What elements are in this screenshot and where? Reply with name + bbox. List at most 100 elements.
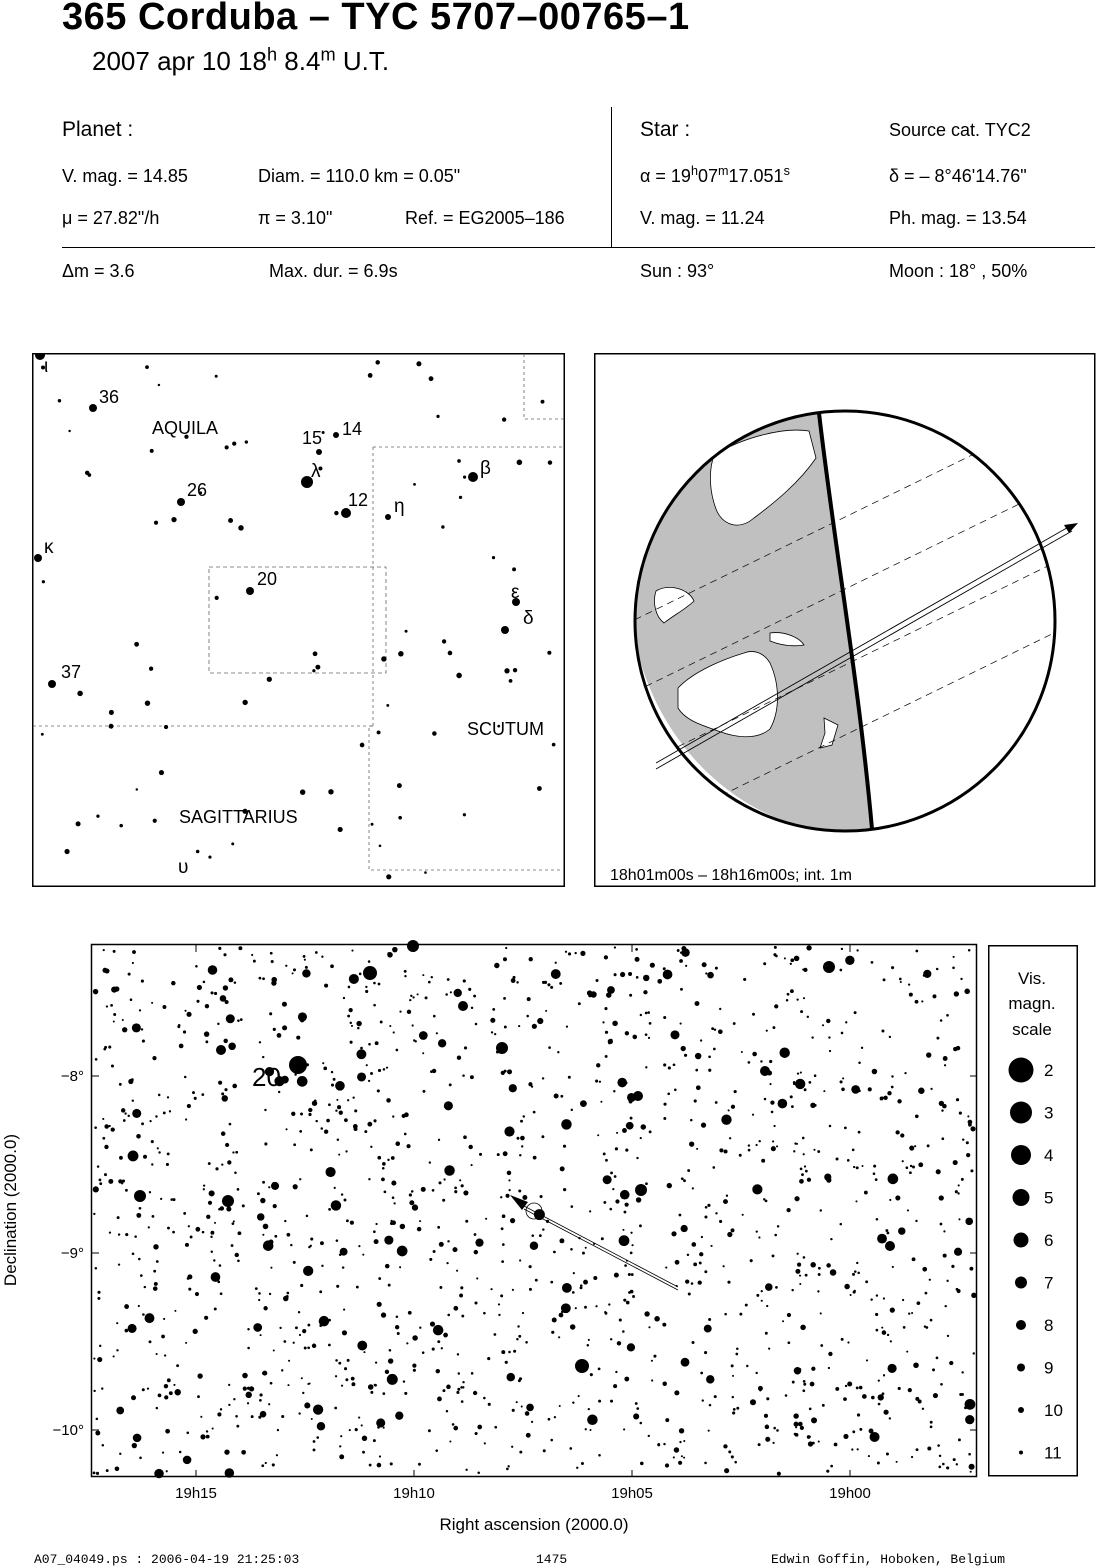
field-star [506,1467,509,1471]
field-star [526,1014,529,1018]
field-star [776,1145,779,1148]
field-star [131,1252,135,1256]
field-star [459,1293,464,1298]
field-star [667,976,670,979]
field-star [707,1203,711,1207]
field-star [409,998,412,1002]
field-star [622,1330,625,1333]
field-star [875,1294,879,1297]
field-star [121,1179,126,1183]
field-star [625,1121,634,1130]
field-star [802,1380,806,1383]
field-star [727,1109,730,1112]
field-star [909,1164,913,1168]
field-star [116,1406,125,1415]
field-star [438,1241,444,1247]
field-star [494,1032,497,1036]
field-star [131,1099,135,1102]
field-star [351,1382,356,1387]
finder-star [214,595,219,600]
field-star [480,1242,484,1245]
field-star [786,1312,792,1318]
field-star [288,1359,291,1362]
field-star [595,1079,599,1083]
field-star [217,1022,220,1026]
field-star [654,1316,660,1322]
field-star [852,1430,856,1434]
field-star [839,1080,843,1084]
field-star [378,1455,382,1458]
field-star [127,1323,137,1333]
field-star [572,1401,575,1404]
finder-star [48,680,56,688]
finder-star [386,874,392,880]
field-star [795,1426,798,1429]
field-star [110,1064,114,1068]
field-star [237,1019,240,1022]
field-star [914,999,919,1004]
field-star [794,1368,797,1372]
field-star [843,1397,847,1401]
field-star [446,978,450,981]
field-star [465,1219,469,1223]
field-star [409,1200,415,1206]
field-star [705,972,708,975]
field-star [589,1210,592,1213]
field-star [470,1164,473,1167]
field-star [406,1009,412,1015]
field-star [370,1390,374,1394]
field-star [228,1383,231,1386]
australia [677,651,778,738]
field-star [264,1142,268,1146]
field-star [429,1321,436,1327]
field-star [310,1418,313,1421]
field-star [764,1199,768,1203]
field-star [406,1144,411,1149]
new-guinea [769,632,805,647]
field-star [877,1233,887,1244]
field-star [213,1259,216,1262]
field-star [881,1330,887,1335]
field-star [148,1340,152,1344]
field-star [635,1197,642,1203]
field-star [287,1384,290,1387]
field-star [913,1362,919,1369]
field-star [680,987,683,991]
field-star [270,1266,273,1269]
field-star [364,1130,368,1134]
field-star [749,1259,753,1263]
field-star [727,1231,733,1238]
field-star [516,981,519,984]
field-star [143,1285,147,1289]
field-star [390,1156,395,1160]
field-star [775,1285,778,1289]
field-star [680,1045,686,1052]
field-star [483,1311,486,1315]
field-star [474,1022,478,1026]
field-star [228,977,234,983]
field-star [311,1100,318,1106]
field-star [870,961,874,964]
field-star [603,1200,607,1204]
field-star [699,1039,703,1042]
field-star [785,998,789,1002]
hour-unit: h [266,44,278,65]
field-star [847,1341,850,1344]
field-star [895,1130,900,1135]
finder-star [199,491,203,495]
field-star [292,1341,295,1344]
legend-value: 6 [1044,1231,1053,1250]
field-star [620,971,626,978]
field-star [967,1119,973,1125]
field-star [298,1333,302,1337]
field-star [453,988,462,998]
field-star [623,1428,626,1431]
finder-star [370,822,374,826]
field-star [701,962,707,968]
field-star [529,1241,539,1250]
field-star [830,1237,833,1241]
finder-star [119,823,123,828]
field-star [700,1371,704,1375]
field-star [156,1147,159,1150]
field-star [639,1224,642,1228]
